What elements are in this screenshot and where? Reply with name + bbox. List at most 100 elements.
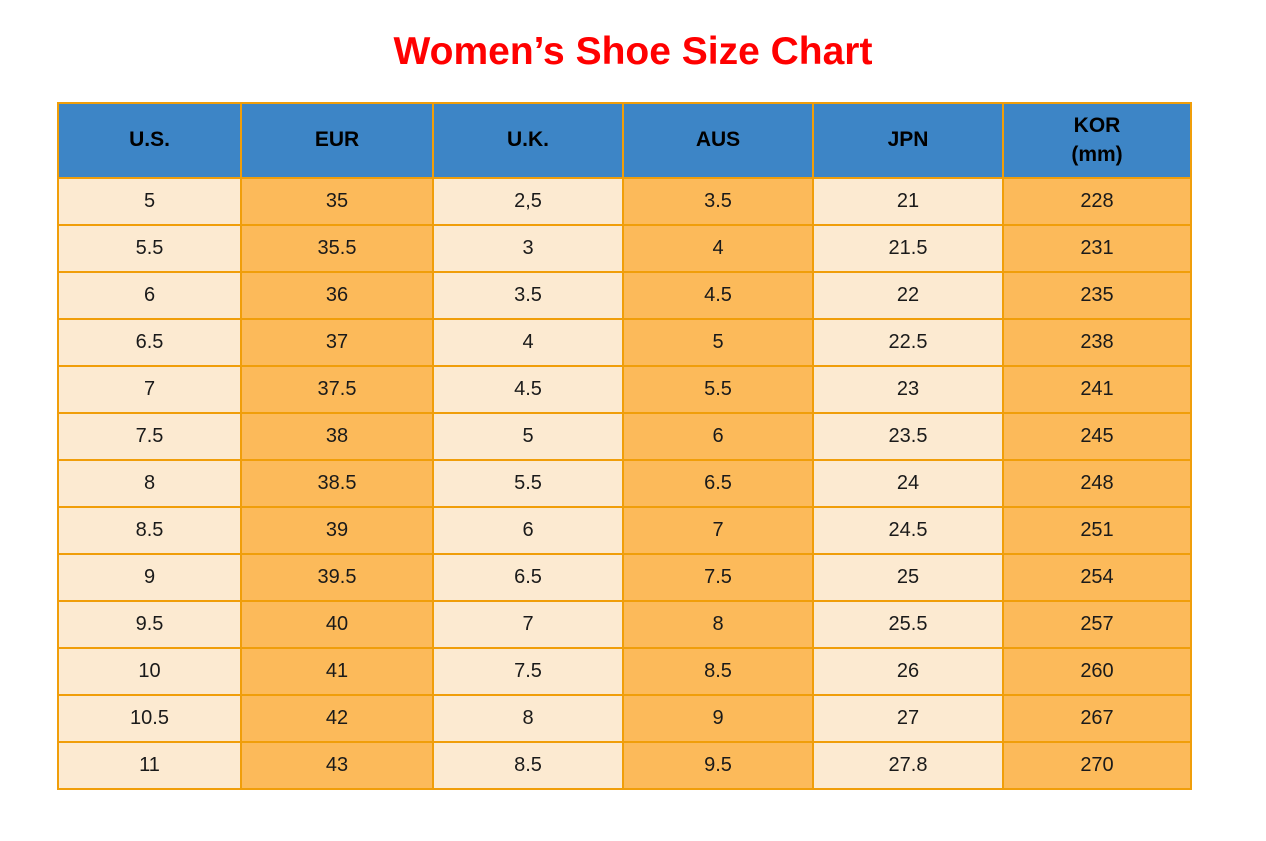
table-cell: 5.5 [622, 365, 814, 414]
column-header-kor-mm: KOR (mm) [1002, 102, 1192, 179]
table-cell: 37.5 [240, 365, 434, 414]
table-cell: 6 [432, 506, 624, 555]
table-cell: 22.5 [812, 318, 1004, 367]
table-cell: 38 [240, 412, 434, 461]
table-row: 7 37.5 4.5 5.5 23 241 [57, 365, 1192, 414]
table-cell: 2,5 [432, 177, 624, 226]
table-row: 9.5 40 7 8 25.5 257 [57, 600, 1192, 649]
table-cell: 4 [622, 224, 814, 273]
table-cell: 23 [812, 365, 1004, 414]
table-row: 10 41 7.5 8.5 26 260 [57, 647, 1192, 696]
table-cell: 8.5 [57, 506, 242, 555]
table-cell: 36 [240, 271, 434, 320]
table-cell: 270 [1002, 741, 1192, 790]
table-cell: 7 [57, 365, 242, 414]
table-cell: 41 [240, 647, 434, 696]
table-cell: 248 [1002, 459, 1192, 508]
size-chart-table: U.S. EUR U.K. AUS JPN KOR (mm) 5 35 2,5 3.5 21 228… [57, 102, 1192, 790]
table-row: 7.5 38 5 6 23.5 245 [57, 412, 1192, 461]
table-cell: 25.5 [812, 600, 1004, 649]
table-row: 8.5 39 6 7 24.5 251 [57, 506, 1192, 555]
table-cell: 245 [1002, 412, 1192, 461]
table-cell: 27.8 [812, 741, 1004, 790]
table-cell: 9 [622, 694, 814, 743]
table-cell: 3 [432, 224, 624, 273]
column-header-u-k: U.K. [432, 102, 624, 179]
table-cell: 8 [432, 694, 624, 743]
table-cell: 24 [812, 459, 1004, 508]
table-cell: 4.5 [432, 365, 624, 414]
table-cell: 8.5 [432, 741, 624, 790]
table-cell: 7.5 [57, 412, 242, 461]
column-header-aus: AUS [622, 102, 814, 179]
table-cell: 10.5 [57, 694, 242, 743]
table-cell: 43 [240, 741, 434, 790]
table-cell: 8.5 [622, 647, 814, 696]
table-row: 8 38.5 5.5 6.5 24 248 [57, 459, 1192, 508]
table-cell: 267 [1002, 694, 1192, 743]
table-body: 5 35 2,5 3.5 21 228 5.5 35.5 3 4 21.5 231 6 36 3.5 4.5 2… [57, 177, 1192, 790]
column-header-eur: EUR [240, 102, 434, 179]
column-header-u-s: U.S. [57, 102, 242, 179]
table-cell: 11 [57, 741, 242, 790]
table-cell: 6.5 [622, 459, 814, 508]
table-cell: 9 [57, 553, 242, 602]
table-cell: 238 [1002, 318, 1192, 367]
table-cell: 3.5 [432, 271, 624, 320]
column-header-jpn: JPN [812, 102, 1004, 179]
table-cell: 37 [240, 318, 434, 367]
table-cell: 5 [57, 177, 242, 226]
table-cell: 6.5 [57, 318, 242, 367]
table-cell: 260 [1002, 647, 1192, 696]
table-cell: 5.5 [432, 459, 624, 508]
table-cell: 25 [812, 553, 1004, 602]
table-cell: 21 [812, 177, 1004, 226]
table-cell: 8 [622, 600, 814, 649]
table-cell: 7 [432, 600, 624, 649]
table-cell: 38.5 [240, 459, 434, 508]
table-cell: 4 [432, 318, 624, 367]
table-cell: 6 [622, 412, 814, 461]
header-row: U.S. EUR U.K. AUS JPN KOR (mm) [57, 102, 1192, 179]
table-row: 9 39.5 6.5 7.5 25 254 [57, 553, 1192, 602]
table-cell: 3.5 [622, 177, 814, 226]
table-cell: 21.5 [812, 224, 1004, 273]
table-cell: 6.5 [432, 553, 624, 602]
table-cell: 9.5 [622, 741, 814, 790]
table-cell: 26 [812, 647, 1004, 696]
table-cell: 22 [812, 271, 1004, 320]
table-cell: 257 [1002, 600, 1192, 649]
table-row: 10.5 42 8 9 27 267 [57, 694, 1192, 743]
table-cell: 5 [622, 318, 814, 367]
table-cell: 8 [57, 459, 242, 508]
table-cell: 7 [622, 506, 814, 555]
table-cell: 251 [1002, 506, 1192, 555]
table-row: 5 35 2,5 3.5 21 228 [57, 177, 1192, 226]
table-cell: 241 [1002, 365, 1192, 414]
table-cell: 39.5 [240, 553, 434, 602]
table-cell: 35.5 [240, 224, 434, 273]
table-cell: 5.5 [57, 224, 242, 273]
table-row: 5.5 35.5 3 4 21.5 231 [57, 224, 1192, 273]
table-cell: 10 [57, 647, 242, 696]
table-cell: 9.5 [57, 600, 242, 649]
table-row: 6.5 37 4 5 22.5 238 [57, 318, 1192, 367]
table-cell: 7.5 [432, 647, 624, 696]
table-cell: 231 [1002, 224, 1192, 273]
table-cell: 4.5 [622, 271, 814, 320]
table-row: 11 43 8.5 9.5 27.8 270 [57, 741, 1192, 790]
table-cell: 235 [1002, 271, 1192, 320]
table-cell: 23.5 [812, 412, 1004, 461]
table-cell: 5 [432, 412, 624, 461]
table-cell: 42 [240, 694, 434, 743]
table-cell: 254 [1002, 553, 1192, 602]
table-cell: 35 [240, 177, 434, 226]
table-cell: 6 [57, 271, 242, 320]
page-title: Women’s Shoe Size Chart [393, 30, 873, 73]
table-row: 6 36 3.5 4.5 22 235 [57, 271, 1192, 320]
table-cell: 7.5 [622, 553, 814, 602]
table-cell: 27 [812, 694, 1004, 743]
table-cell: 24.5 [812, 506, 1004, 555]
table-cell: 228 [1002, 177, 1192, 226]
table-cell: 39 [240, 506, 434, 555]
